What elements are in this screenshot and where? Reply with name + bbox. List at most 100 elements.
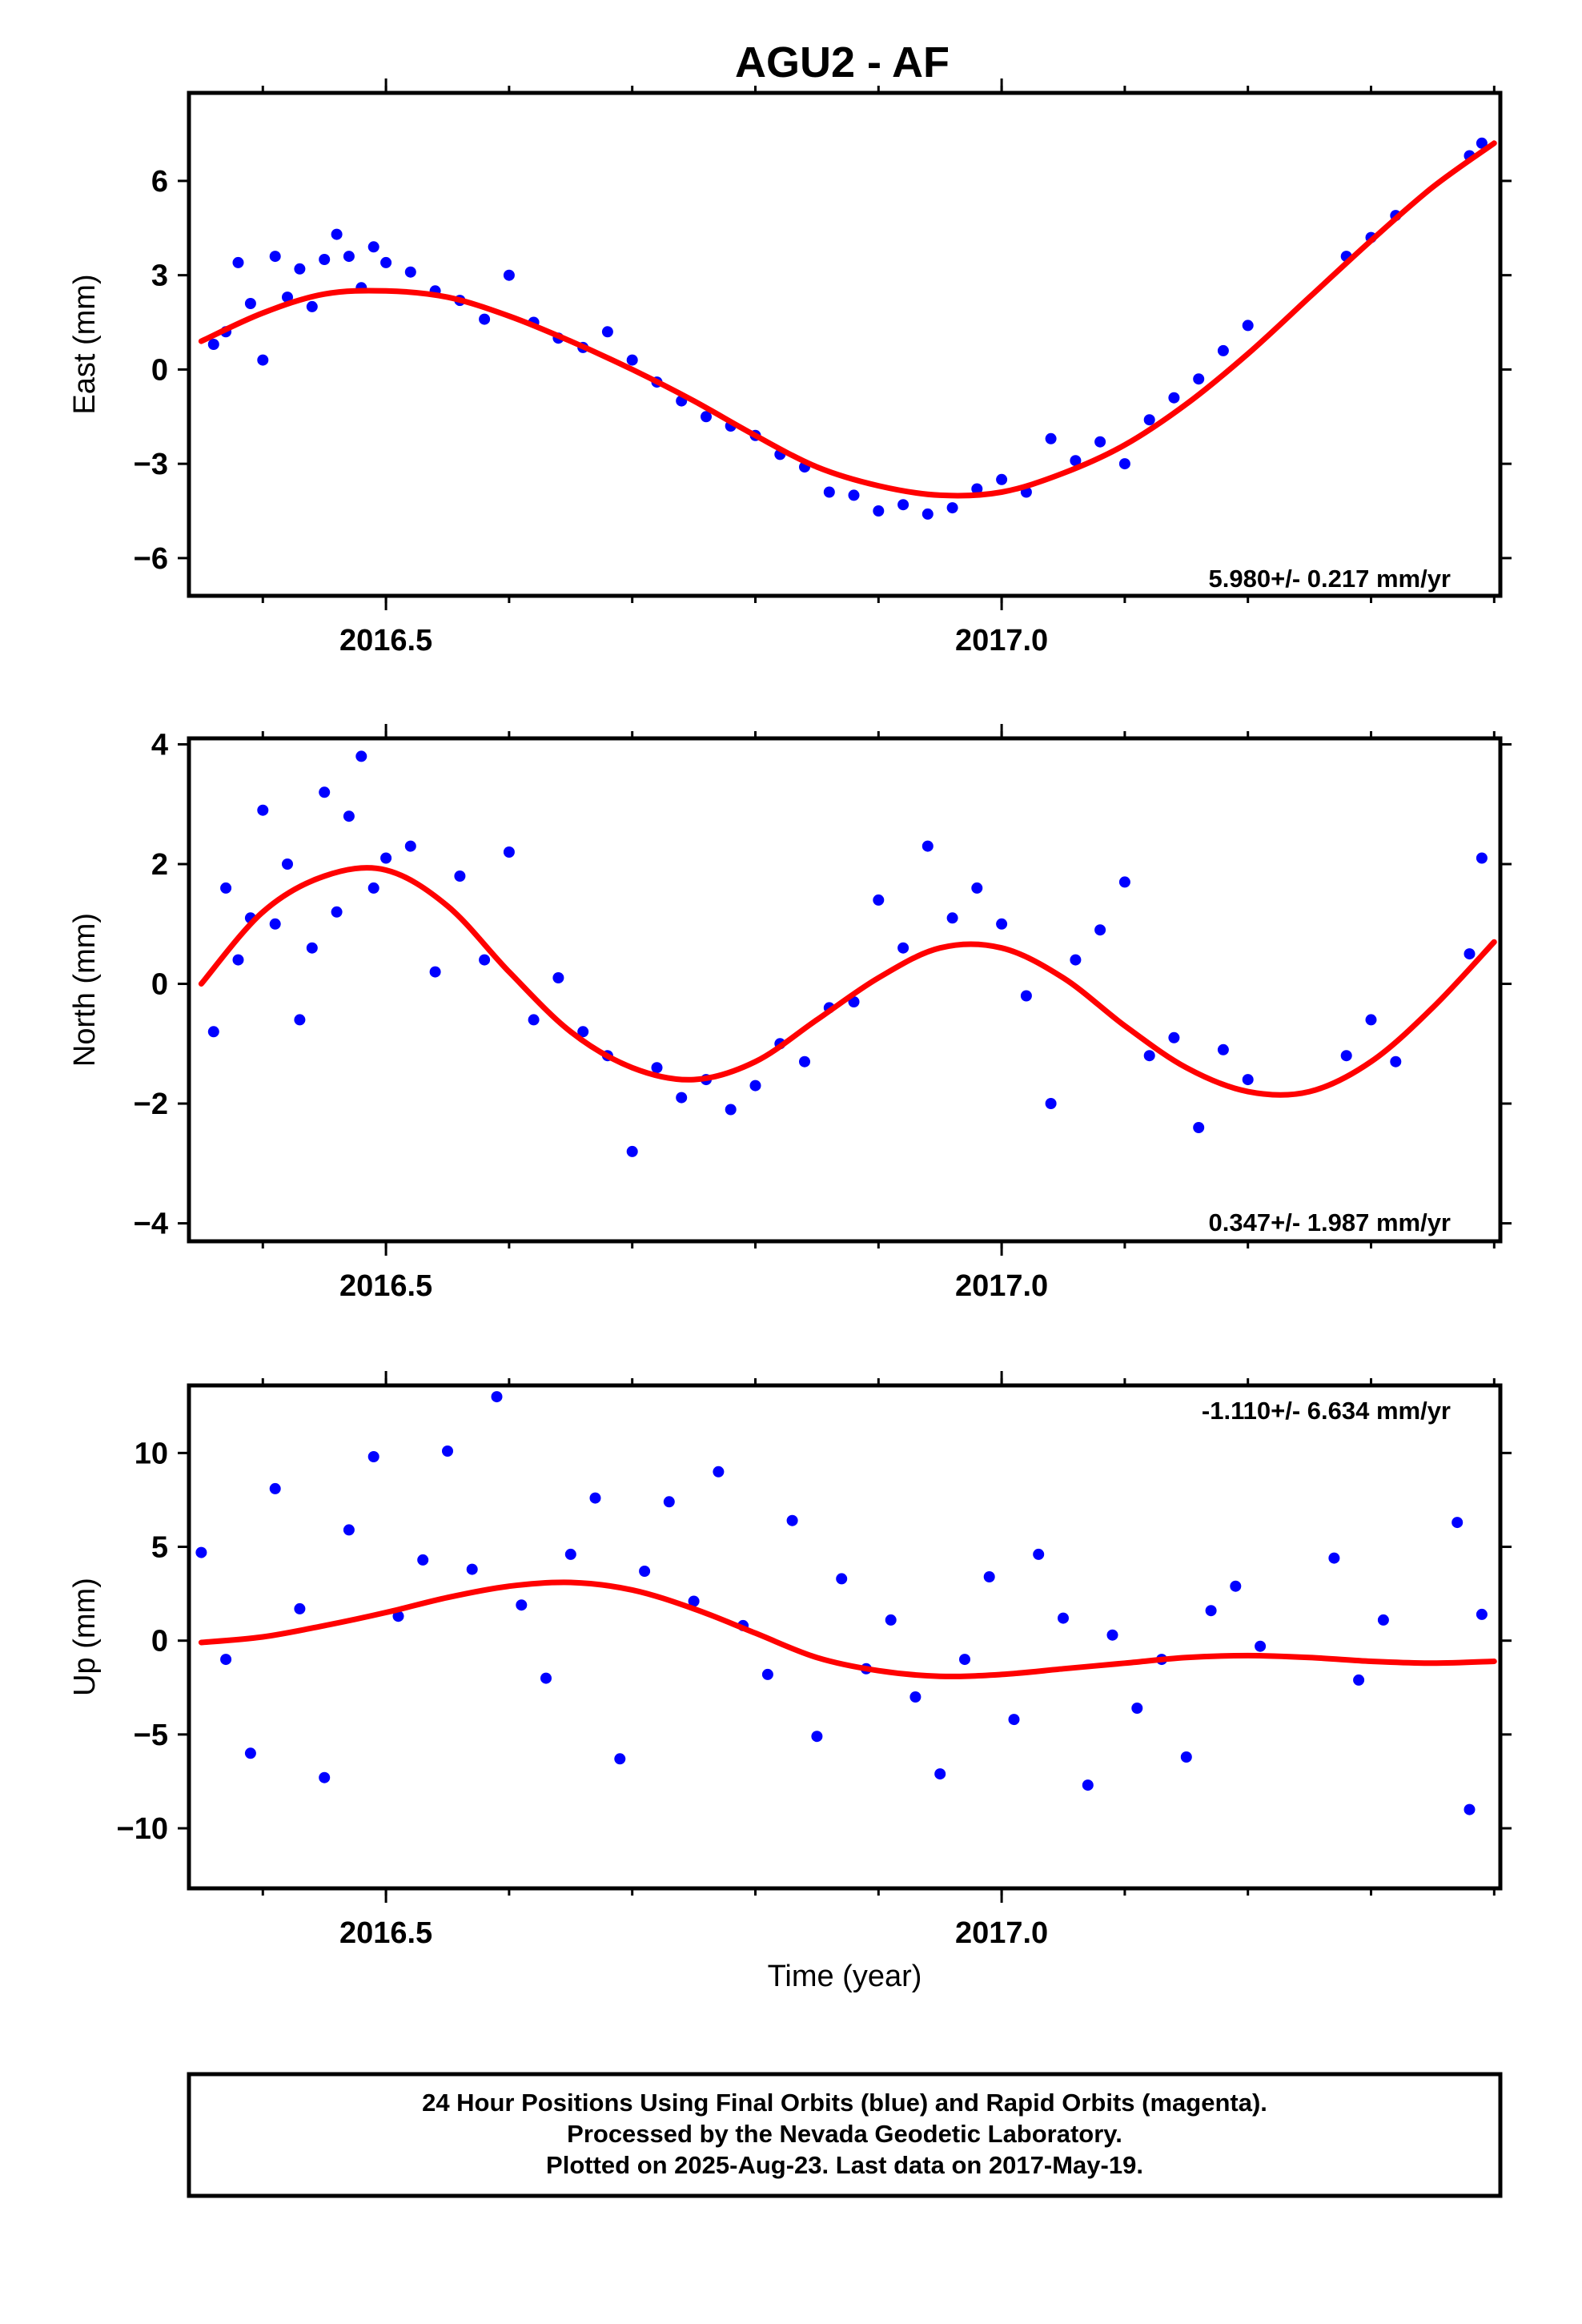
up-data-point	[1058, 1612, 1069, 1624]
north-data-point	[503, 846, 515, 858]
east-data-point	[921, 508, 934, 520]
up-data-point	[885, 1614, 897, 1626]
up-data-point	[1106, 1629, 1118, 1641]
north-data-point	[367, 882, 379, 894]
north-xtick-label: 2017.0	[955, 1269, 1048, 1303]
north-velocity-annotation: 0.347+/- 1.987 mm/yr	[1209, 1208, 1451, 1236]
north-data-point	[946, 912, 958, 924]
north-ytick-label: 0	[151, 968, 168, 1002]
up-data-point	[761, 1668, 773, 1680]
up-data-point	[663, 1496, 675, 1508]
east-data-point	[1143, 414, 1155, 426]
north-data-point	[269, 918, 281, 930]
up-data-point	[1353, 1674, 1365, 1686]
east-data-point	[823, 486, 835, 498]
north-data-point	[1193, 1122, 1205, 1133]
east-data-point	[367, 241, 379, 253]
up-data-point	[466, 1563, 478, 1575]
up-xlabel: Time (year)	[768, 1960, 922, 1993]
north-data-point	[1340, 1050, 1352, 1062]
up-data-point	[713, 1466, 725, 1478]
north-data-point	[1118, 876, 1130, 888]
east-data-point	[306, 300, 318, 312]
up-data-point	[1131, 1703, 1143, 1714]
north-data-point	[454, 870, 466, 882]
east-data-point	[601, 326, 613, 338]
up-data-point	[1476, 1608, 1488, 1620]
north-data-point	[1476, 852, 1488, 864]
north-panel: 4 2 0 −2 −4 2016.5 2017.0 North (mm) 0.3…	[68, 724, 1512, 1303]
up-data-point	[1328, 1552, 1340, 1564]
up-velocity-annotation: -1.110+/- 6.634 mm/yr	[1202, 1397, 1451, 1425]
east-data-point	[244, 298, 256, 309]
east-data-point	[404, 266, 416, 278]
up-data-point	[1082, 1779, 1094, 1791]
east-data-point	[626, 354, 638, 366]
up-data-point	[417, 1554, 429, 1566]
north-data-point	[429, 966, 441, 978]
up-data-point	[639, 1566, 651, 1577]
north-data-point	[577, 1026, 589, 1038]
up-data-point	[244, 1747, 256, 1759]
north-data-point	[404, 840, 416, 852]
north-xtick-label: 2016.5	[339, 1269, 432, 1303]
north-data-point	[1242, 1074, 1254, 1086]
east-plot-frame	[187, 90, 1503, 598]
up-data-point	[1008, 1714, 1020, 1726]
east-axis-ticks	[178, 78, 1512, 610]
up-data-point	[589, 1492, 601, 1504]
east-data-point	[1242, 320, 1254, 332]
north-data-point	[207, 1026, 219, 1038]
east-data-point	[343, 251, 355, 263]
up-data-point	[220, 1654, 232, 1666]
up-data-point	[811, 1731, 823, 1743]
up-fit-line	[198, 1579, 1497, 1679]
up-ytick-label: −5	[134, 1719, 168, 1752]
up-data-point	[1033, 1548, 1045, 1560]
up-data-point	[786, 1514, 798, 1526]
east-data-point	[946, 502, 958, 514]
north-fit-line	[198, 865, 1497, 1098]
east-data-point	[1476, 137, 1488, 149]
up-plot-frame	[187, 1383, 1503, 1891]
up-data-point	[1255, 1640, 1267, 1652]
east-data-point	[503, 269, 515, 281]
east-ytick-label: −6	[134, 542, 168, 576]
north-data-point	[897, 942, 909, 954]
up-axis-ticks	[178, 1371, 1512, 1903]
up-panel: 10 5 0 −5 −10 2016.5 2017.0 Up (mm) -1.1…	[68, 1371, 1512, 1993]
east-data-point	[701, 411, 712, 423]
east-data-point	[207, 339, 219, 350]
up-data-point	[688, 1595, 700, 1607]
footer-box: 24 Hour Positions Using Final Orbits (bl…	[187, 2072, 1503, 2198]
up-data-point	[1464, 1803, 1476, 1815]
up-data-point	[959, 1654, 970, 1666]
north-data-point	[257, 804, 269, 816]
east-data-point	[269, 251, 281, 263]
north-ytick-label: −4	[134, 1208, 168, 1241]
north-data-point	[479, 954, 491, 966]
up-ytick-label: −10	[117, 1812, 168, 1846]
east-data-point	[479, 313, 491, 325]
east-data-point	[1045, 432, 1057, 444]
east-data-point	[1168, 392, 1180, 404]
up-ytick-label: 5	[151, 1531, 168, 1565]
footer-frame	[187, 2072, 1503, 2198]
east-xtick-label: 2016.5	[339, 624, 432, 657]
up-data-point	[516, 1599, 528, 1611]
east-data-point	[996, 473, 1008, 485]
east-velocity-annotation: 5.980+/- 0.217 mm/yr	[1209, 565, 1451, 593]
north-ylabel: North (mm)	[68, 913, 102, 1067]
east-data-point	[1070, 455, 1082, 467]
east-ylabel: East (mm)	[68, 274, 102, 414]
up-xtick-label: 2017.0	[955, 1916, 1048, 1950]
up-data-point	[294, 1602, 306, 1614]
north-data-point	[626, 1145, 638, 1157]
footer-line-3: Plotted on 2025-Aug-23. Last data on 201…	[546, 2151, 1143, 2179]
up-data-points	[195, 1391, 1488, 1815]
up-data-point	[564, 1548, 576, 1560]
north-data-point	[676, 1092, 688, 1104]
north-data-point	[1094, 924, 1106, 936]
up-data-point	[442, 1445, 453, 1457]
